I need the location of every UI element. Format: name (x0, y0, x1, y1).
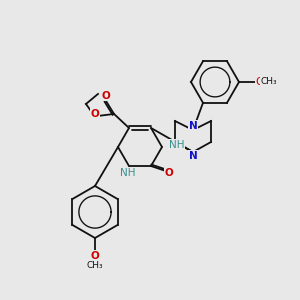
Text: O: O (102, 91, 110, 101)
Text: N: N (189, 121, 197, 131)
Text: O: O (91, 109, 99, 119)
Text: O: O (91, 251, 99, 261)
Text: N: N (189, 151, 197, 161)
Text: CH₃: CH₃ (261, 77, 277, 86)
Text: NH: NH (169, 140, 184, 150)
Text: CH₃: CH₃ (87, 262, 103, 271)
Text: O: O (256, 77, 264, 87)
Text: O: O (165, 168, 173, 178)
Text: NH: NH (120, 168, 136, 178)
